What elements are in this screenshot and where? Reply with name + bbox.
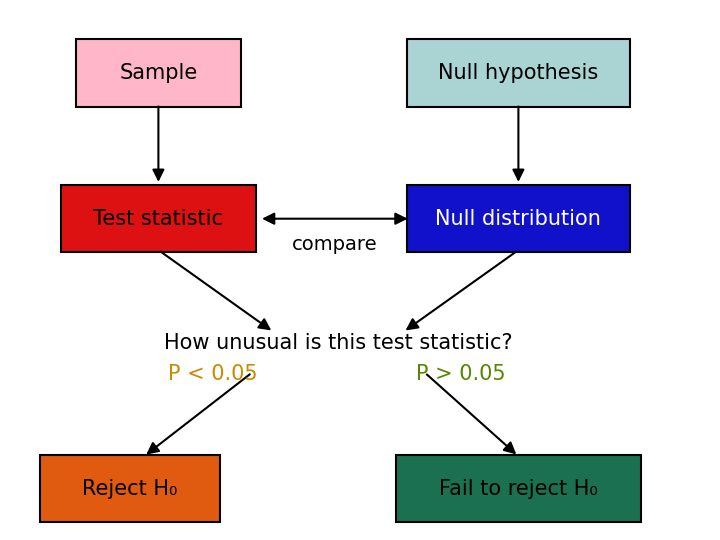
Text: Reject H₀: Reject H₀ xyxy=(82,478,177,499)
FancyBboxPatch shape xyxy=(61,185,256,252)
FancyBboxPatch shape xyxy=(396,455,641,523)
Text: Sample: Sample xyxy=(120,63,197,83)
Text: Null distribution: Null distribution xyxy=(436,208,601,229)
Text: P > 0.05: P > 0.05 xyxy=(416,363,505,384)
FancyBboxPatch shape xyxy=(407,39,630,106)
Text: Null hypothesis: Null hypothesis xyxy=(438,63,598,83)
FancyBboxPatch shape xyxy=(76,39,241,106)
Text: Test statistic: Test statistic xyxy=(94,208,223,229)
Text: P < 0.05: P < 0.05 xyxy=(168,363,257,384)
FancyBboxPatch shape xyxy=(40,455,220,523)
Text: How unusual is this test statistic?: How unusual is this test statistic? xyxy=(164,333,513,353)
Text: Fail to reject H₀: Fail to reject H₀ xyxy=(439,478,598,499)
Text: compare: compare xyxy=(292,234,377,254)
FancyBboxPatch shape xyxy=(407,185,630,252)
